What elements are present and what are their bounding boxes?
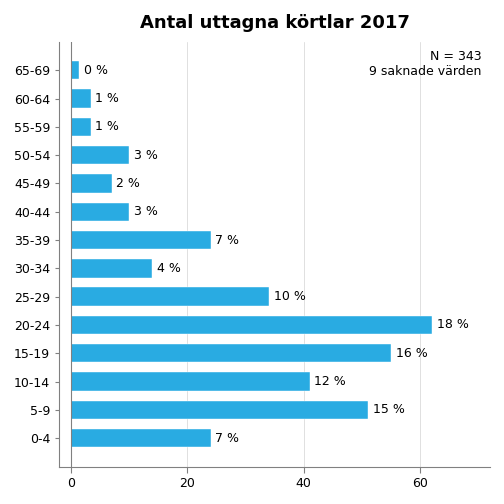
Title: Antal uttagna körtlar 2017: Antal uttagna körtlar 2017 [140, 14, 410, 32]
Bar [71, 287, 269, 306]
Bar [71, 259, 152, 278]
Bar [71, 146, 129, 164]
Text: 16 %: 16 % [396, 347, 427, 360]
Text: 12 %: 12 % [314, 375, 346, 388]
Text: 2 %: 2 % [116, 177, 140, 190]
Bar [71, 89, 91, 108]
Text: 4 %: 4 % [157, 262, 181, 275]
Text: 3 %: 3 % [134, 205, 158, 218]
Text: 0 %: 0 % [84, 64, 108, 77]
Bar [71, 316, 432, 334]
Bar [71, 401, 368, 419]
Bar [71, 174, 112, 193]
Bar [71, 118, 91, 136]
Text: 18 %: 18 % [436, 319, 468, 332]
Text: 1 %: 1 % [95, 120, 119, 134]
Text: 7 %: 7 % [215, 432, 239, 445]
Text: N = 343
9 saknade värden: N = 343 9 saknade värden [369, 50, 481, 78]
Bar [71, 344, 391, 362]
Bar [71, 372, 309, 391]
Text: 10 %: 10 % [274, 290, 305, 303]
Bar [71, 231, 211, 249]
Bar [71, 429, 211, 448]
Text: 3 %: 3 % [134, 149, 158, 162]
Bar [71, 203, 129, 221]
Bar [71, 61, 79, 80]
Text: 15 %: 15 % [372, 403, 404, 416]
Text: 7 %: 7 % [215, 233, 239, 246]
Text: 1 %: 1 % [95, 92, 119, 105]
